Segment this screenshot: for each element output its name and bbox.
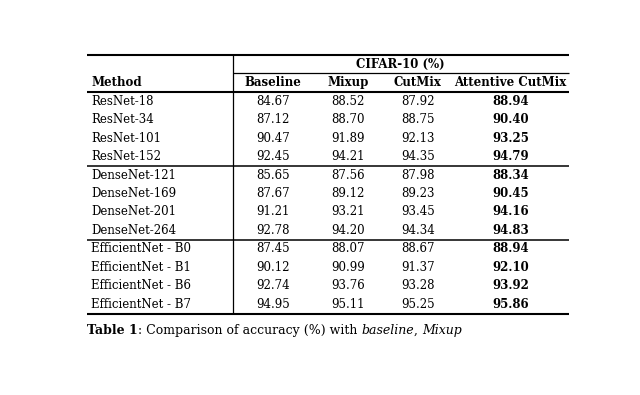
Text: 87.12: 87.12 [256, 113, 289, 126]
Text: 89.12: 89.12 [331, 187, 364, 200]
Text: 92.45: 92.45 [256, 150, 289, 163]
Text: ResNet-18: ResNet-18 [92, 95, 154, 108]
Text: 93.28: 93.28 [401, 279, 435, 292]
Text: 88.52: 88.52 [331, 95, 364, 108]
Text: EfficientNet - B0: EfficientNet - B0 [92, 243, 191, 256]
Text: 87.67: 87.67 [256, 187, 289, 200]
Text: DenseNet-169: DenseNet-169 [92, 187, 177, 200]
Text: 94.35: 94.35 [401, 150, 435, 163]
Text: DenseNet-201: DenseNet-201 [92, 205, 177, 218]
Text: 92.78: 92.78 [256, 224, 289, 237]
Text: 89.23: 89.23 [401, 187, 435, 200]
Text: ResNet-101: ResNet-101 [92, 132, 161, 145]
Text: 88.67: 88.67 [401, 243, 435, 256]
Text: EfficientNet - B6: EfficientNet - B6 [92, 279, 191, 292]
Text: ResNet-152: ResNet-152 [92, 150, 161, 163]
Text: 94.95: 94.95 [256, 298, 290, 311]
Text: 93.21: 93.21 [331, 205, 364, 218]
Text: 95.86: 95.86 [492, 298, 529, 311]
Text: 94.79: 94.79 [492, 150, 529, 163]
Text: 94.16: 94.16 [492, 205, 529, 218]
Text: 87.45: 87.45 [256, 243, 289, 256]
Text: : Comparison of accuracy (%) with: : Comparison of accuracy (%) with [138, 324, 362, 337]
Text: 94.34: 94.34 [401, 224, 435, 237]
Text: Baseline: Baseline [244, 76, 301, 89]
Text: 94.21: 94.21 [331, 150, 364, 163]
Text: 93.25: 93.25 [492, 132, 529, 145]
Text: 88.75: 88.75 [401, 113, 435, 126]
Text: ,: , [414, 324, 422, 337]
Text: 90.47: 90.47 [256, 132, 290, 145]
Text: 88.94: 88.94 [492, 95, 529, 108]
Text: 92.10: 92.10 [492, 261, 529, 274]
Text: 90.45: 90.45 [492, 187, 529, 200]
Text: Method: Method [92, 76, 142, 89]
Text: baseline: baseline [362, 324, 414, 337]
Text: DenseNet-264: DenseNet-264 [92, 224, 177, 237]
Text: 93.92: 93.92 [492, 279, 529, 292]
Text: DenseNet-121: DenseNet-121 [92, 169, 176, 182]
Text: 87.56: 87.56 [331, 169, 364, 182]
Text: 90.12: 90.12 [256, 261, 289, 274]
Text: CIFAR-10 (%): CIFAR-10 (%) [356, 58, 445, 71]
Text: EfficientNet - B7: EfficientNet - B7 [92, 298, 191, 311]
Text: Table 1: Table 1 [88, 324, 138, 337]
Text: 91.89: 91.89 [331, 132, 364, 145]
Text: 93.45: 93.45 [401, 205, 435, 218]
Text: 93.76: 93.76 [331, 279, 365, 292]
Text: 88.34: 88.34 [492, 169, 529, 182]
Text: 90.40: 90.40 [492, 113, 529, 126]
Text: Attentive CutMix: Attentive CutMix [454, 76, 567, 89]
Text: Mixup: Mixup [422, 324, 462, 337]
Text: 85.65: 85.65 [256, 169, 289, 182]
Text: 87.92: 87.92 [401, 95, 435, 108]
Text: 92.13: 92.13 [401, 132, 435, 145]
Text: Mixup: Mixup [327, 76, 369, 89]
Text: 95.25: 95.25 [401, 298, 435, 311]
Text: 88.07: 88.07 [331, 243, 364, 256]
Text: 94.83: 94.83 [492, 224, 529, 237]
Text: CutMix: CutMix [394, 76, 442, 89]
Text: 84.67: 84.67 [256, 95, 289, 108]
Text: EfficientNet - B1: EfficientNet - B1 [92, 261, 191, 274]
Text: ResNet-34: ResNet-34 [92, 113, 154, 126]
Text: 94.20: 94.20 [331, 224, 364, 237]
Text: 88.70: 88.70 [331, 113, 364, 126]
Text: 92.74: 92.74 [256, 279, 289, 292]
Text: 90.99: 90.99 [331, 261, 365, 274]
Text: 91.37: 91.37 [401, 261, 435, 274]
Text: 95.11: 95.11 [331, 298, 364, 311]
Text: 87.98: 87.98 [401, 169, 435, 182]
Text: 91.21: 91.21 [256, 205, 289, 218]
Text: 88.94: 88.94 [492, 243, 529, 256]
